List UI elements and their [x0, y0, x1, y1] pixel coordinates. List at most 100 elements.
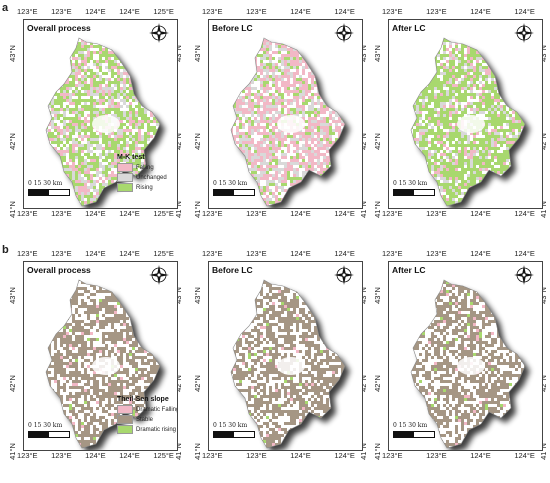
x-tick-bottom: 124°E	[290, 451, 311, 460]
x-tick-bottom: 124°E	[470, 451, 491, 460]
legend-item: Stable	[117, 415, 177, 424]
y-tick-left: 41°N	[372, 443, 382, 460]
x-tick-bottom: 123°E	[426, 451, 447, 460]
x-tick-bottom: 124°E	[334, 451, 355, 460]
legend-title: Theil-Sen slope	[117, 396, 169, 403]
x-tick-bottom: 123°E	[51, 451, 72, 460]
scale-bar: 0 15 30 km	[213, 422, 283, 444]
y-tick-left: 43°N	[192, 287, 202, 304]
legend-label: Stable	[136, 416, 154, 423]
legend-item: Rising	[117, 183, 177, 192]
scale-bar-label: 0 15 30 km	[28, 422, 63, 429]
y-tick-left: 41°N	[7, 201, 17, 218]
north-arrow-compass-icon	[149, 23, 169, 43]
x-tick-bottom: 123°E	[17, 451, 38, 460]
x-tick-top: 123°E	[51, 7, 72, 16]
urban-area	[457, 357, 485, 375]
study-area-map	[230, 37, 350, 208]
legend: Theil-Sen slope Dramatic Falling Stable Dra…	[117, 396, 177, 435]
x-tick-top: 124°E	[290, 249, 311, 258]
scale-bar: 0 15 30 km	[393, 422, 463, 444]
x-tick-top: 124°E	[470, 249, 491, 258]
x-tick-bottom: 123°E	[51, 209, 72, 218]
x-tick-bottom: 124°E	[119, 209, 140, 218]
x-tick-top: 123°E	[382, 7, 403, 16]
x-tick-bottom: 123°E	[202, 209, 223, 218]
panel-title: Before LC	[212, 265, 253, 275]
x-tick-top: 123°E	[17, 7, 38, 16]
legend: M-K test Falling Unchanged Rising	[117, 154, 177, 193]
y-tick-left: 42°N	[192, 375, 202, 392]
study-area-map	[230, 279, 350, 450]
legend-label: Rising	[136, 184, 153, 191]
legend-swatch	[117, 415, 133, 424]
map-outline	[45, 279, 161, 449]
north-arrow-compass-icon	[514, 265, 534, 285]
x-tick-bottom: 124°E	[85, 209, 106, 218]
scale-bar-label: 0 15 30 km	[393, 180, 428, 187]
map-outline	[410, 279, 526, 449]
x-tick-top: 123°E	[17, 249, 38, 258]
scale-bar: 0 15 30 km	[28, 422, 98, 444]
x-tick-top: 123°E	[246, 249, 267, 258]
legend-label: Unchanged	[136, 174, 167, 181]
scale-bar: 0 15 30 km	[213, 180, 283, 202]
x-tick-bottom: 123°E	[382, 209, 403, 218]
north-arrow-compass-icon	[334, 23, 354, 43]
map-panel: 123°E 123°E 124°E 124°E 123°E 123°E 124°E 124°E…	[372, 248, 550, 462]
x-tick-bottom: 125°E	[153, 209, 174, 218]
legend-title: M-K test	[117, 154, 145, 161]
map-frame: Overall process 0 15 30 km M-K test Falling…	[23, 19, 178, 209]
x-tick-top: 124°E	[119, 7, 140, 16]
legend-item: Dramatic Falling	[117, 405, 177, 414]
urban-area	[277, 115, 305, 133]
y-tick-left: 43°N	[7, 287, 17, 304]
x-tick-top: 123°E	[202, 7, 223, 16]
x-tick-bottom: 125°E	[153, 451, 174, 460]
panel-title: Overall process	[27, 265, 91, 275]
map-panel: 123°E 123°E 124°E 124°E 125°E 123°E 123°E 124°E…	[7, 248, 188, 462]
x-tick-top: 124°E	[119, 249, 140, 258]
x-tick-top: 124°E	[290, 7, 311, 16]
x-tick-top: 125°E	[153, 249, 174, 258]
x-tick-top: 124°E	[85, 7, 106, 16]
x-tick-top: 123°E	[202, 249, 223, 258]
x-tick-top: 123°E	[426, 249, 447, 258]
x-tick-top: 124°E	[514, 7, 535, 16]
x-tick-top: 124°E	[334, 7, 355, 16]
scale-bar-graphic	[213, 189, 255, 196]
urban-area	[277, 357, 305, 375]
urban-area	[92, 115, 120, 133]
map-frame: After LC 0 15 30 km	[388, 19, 543, 209]
map-outline	[230, 37, 346, 207]
y-tick-left: 41°N	[192, 443, 202, 460]
panel-title: After LC	[392, 265, 426, 275]
y-tick-left: 41°N	[7, 443, 17, 460]
scale-bar-label: 0 15 30 km	[213, 422, 248, 429]
urban-area	[457, 115, 485, 133]
legend-swatch	[117, 405, 133, 414]
legend-swatch	[117, 425, 133, 434]
row-label: b	[2, 244, 9, 256]
scale-bar-label: 0 15 30 km	[213, 180, 248, 187]
x-tick-top: 124°E	[514, 249, 535, 258]
legend-swatch	[117, 173, 133, 182]
x-tick-bottom: 124°E	[514, 209, 535, 218]
study-area-map	[410, 279, 530, 450]
map-outline	[410, 37, 526, 207]
y-tick-left: 41°N	[192, 201, 202, 218]
scale-bar-label: 0 15 30 km	[393, 422, 428, 429]
y-tick-left: 43°N	[372, 45, 382, 62]
study-area-map	[45, 37, 165, 208]
north-arrow-compass-icon	[149, 265, 169, 285]
x-tick-top: 124°E	[470, 7, 491, 16]
panel-title: After LC	[392, 23, 426, 33]
x-tick-top: 123°E	[51, 249, 72, 258]
map-frame: Before LC 0 15 30 km	[208, 261, 363, 451]
legend-item: Falling	[117, 163, 177, 172]
x-tick-bottom: 124°E	[334, 209, 355, 218]
legend-label: Falling	[136, 164, 154, 171]
north-arrow-compass-icon	[334, 265, 354, 285]
x-tick-top: 125°E	[153, 7, 174, 16]
x-tick-top: 124°E	[334, 249, 355, 258]
